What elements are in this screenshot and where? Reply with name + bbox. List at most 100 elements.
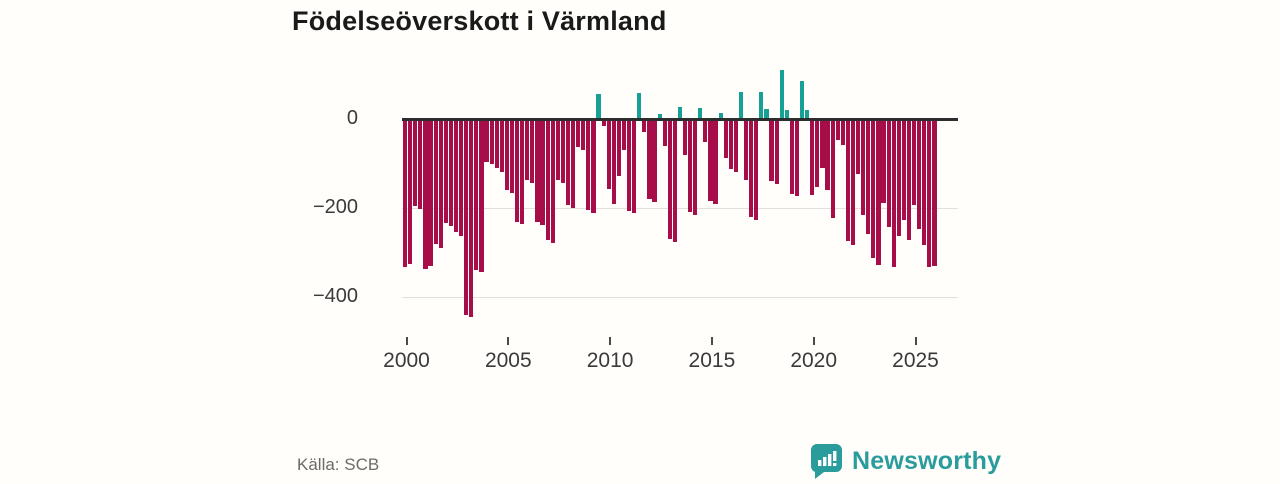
bar-2002Q2[interactable]	[448, 120, 453, 226]
bar-2023Q4[interactable]	[886, 120, 891, 228]
bar-2015Q1[interactable]	[708, 120, 713, 202]
bar-2005Q4[interactable]	[520, 120, 525, 225]
bar-2004Q2[interactable]	[489, 120, 494, 165]
bar-2003Q3[interactable]	[474, 120, 479, 270]
bar-2023Q3[interactable]	[881, 120, 886, 203]
bar-2005Q3[interactable]	[514, 120, 520, 222]
bar-2026Q1[interactable]	[932, 120, 937, 267]
bar-2010Q1[interactable]	[606, 120, 611, 190]
bar-2003Q1[interactable]	[464, 120, 469, 315]
bar-2019Q3[interactable]	[800, 80, 805, 118]
bar-2000Q4[interactable]	[418, 120, 423, 209]
bar-2015Q3[interactable]	[718, 113, 723, 118]
bar-2006Q2[interactable]	[530, 120, 535, 184]
bar-2025Q1[interactable]	[912, 120, 917, 205]
bar-2022Q4[interactable]	[866, 120, 871, 234]
bar-2020Q3[interactable]	[820, 120, 825, 169]
bar-2004Q4[interactable]	[499, 120, 504, 172]
bar-2011Q4[interactable]	[642, 120, 647, 132]
bar-2006Q3[interactable]	[535, 120, 540, 223]
bar-2022Q3[interactable]	[861, 120, 866, 215]
bar-2023Q1[interactable]	[871, 120, 876, 259]
bar-2014Q4[interactable]	[703, 120, 708, 142]
bar-2009Q2[interactable]	[591, 120, 596, 213]
bar-2021Q3[interactable]	[840, 120, 845, 145]
bar-2024Q1[interactable]	[891, 120, 896, 268]
bar-2009Q1[interactable]	[586, 120, 591, 211]
bar-2018Q4[interactable]	[784, 109, 789, 118]
bar-2012Q2[interactable]	[652, 120, 657, 202]
bar-2024Q4[interactable]	[906, 120, 912, 241]
bar-2012Q4[interactable]	[662, 120, 667, 147]
bar-2001Q3[interactable]	[433, 120, 438, 245]
bar-2016Q1[interactable]	[728, 120, 733, 169]
bar-2024Q3[interactable]	[901, 120, 906, 221]
bar-2008Q1[interactable]	[565, 120, 571, 206]
bar-2010Q4[interactable]	[621, 120, 627, 150]
bar-2003Q2[interactable]	[469, 120, 474, 318]
bar-2017Q1[interactable]	[749, 120, 754, 217]
bar-2010Q2[interactable]	[611, 120, 616, 205]
bar-2006Q4[interactable]	[540, 120, 545, 225]
bar-2007Q1[interactable]	[545, 120, 550, 241]
bar-2015Q4[interactable]	[723, 120, 728, 158]
bar-2021Q1[interactable]	[830, 120, 835, 219]
bar-2011Q2[interactable]	[632, 120, 637, 214]
bar-2006Q1[interactable]	[525, 120, 530, 181]
bar-2025Q4[interactable]	[927, 120, 932, 268]
bar-2008Q4[interactable]	[581, 120, 586, 150]
bar-2009Q4[interactable]	[601, 120, 606, 126]
bar-2014Q1[interactable]	[688, 120, 693, 213]
bar-2013Q4[interactable]	[682, 120, 688, 156]
bar-2013Q2[interactable]	[672, 120, 677, 242]
bar-2018Q3[interactable]	[779, 70, 784, 118]
bar-2002Q4[interactable]	[458, 120, 464, 236]
bar-2009Q3[interactable]	[596, 93, 601, 118]
bar-2017Q4[interactable]	[764, 109, 769, 118]
bar-2002Q1[interactable]	[443, 120, 448, 223]
bar-2017Q2[interactable]	[754, 120, 759, 220]
bar-2020Q1[interactable]	[810, 120, 815, 195]
bar-2000Q1[interactable]	[403, 120, 408, 268]
bar-2022Q1[interactable]	[850, 120, 856, 245]
bar-2013Q3[interactable]	[677, 107, 683, 118]
bar-2020Q4[interactable]	[825, 120, 830, 190]
bar-2007Q3[interactable]	[555, 120, 560, 181]
bar-2019Q2[interactable]	[794, 120, 800, 197]
bar-2011Q3[interactable]	[637, 93, 642, 118]
bar-2010Q3[interactable]	[616, 120, 621, 176]
bar-2017Q3[interactable]	[759, 92, 764, 118]
bar-2007Q2[interactable]	[550, 120, 555, 244]
bar-2022Q2[interactable]	[856, 120, 861, 174]
bar-2016Q3[interactable]	[738, 92, 744, 118]
bar-2007Q4[interactable]	[560, 120, 565, 183]
bar-2001Q4[interactable]	[438, 120, 443, 248]
bar-2004Q3[interactable]	[494, 120, 499, 169]
bar-2014Q3[interactable]	[698, 108, 703, 118]
bar-2008Q3[interactable]	[576, 120, 581, 148]
bar-2008Q2[interactable]	[570, 120, 576, 209]
bar-2018Q1[interactable]	[769, 120, 774, 181]
bar-2005Q2[interactable]	[509, 120, 515, 193]
bar-2000Q3[interactable]	[413, 120, 418, 206]
bar-2023Q2[interactable]	[876, 120, 881, 265]
bar-2002Q3[interactable]	[453, 120, 459, 233]
bar-2011Q1[interactable]	[626, 120, 632, 211]
bar-2024Q2[interactable]	[896, 120, 901, 237]
bar-2001Q2[interactable]	[428, 120, 433, 267]
bar-2025Q2[interactable]	[917, 120, 922, 230]
bar-2021Q4[interactable]	[845, 120, 851, 242]
bar-2014Q2[interactable]	[693, 120, 698, 216]
bar-2025Q3[interactable]	[922, 120, 927, 245]
newsworthy-branding[interactable]: Newsworthy	[810, 443, 1001, 479]
bar-2015Q2[interactable]	[713, 120, 718, 205]
bar-2003Q4[interactable]	[479, 120, 484, 273]
bar-2019Q1[interactable]	[789, 120, 795, 194]
bar-2018Q2[interactable]	[774, 120, 779, 184]
bar-2012Q3[interactable]	[657, 114, 662, 118]
bar-2021Q2[interactable]	[835, 120, 840, 141]
bar-2013Q1[interactable]	[667, 120, 672, 240]
bar-2020Q2[interactable]	[815, 120, 820, 188]
bar-2001Q1[interactable]	[423, 120, 428, 269]
bar-2004Q1[interactable]	[484, 120, 489, 162]
